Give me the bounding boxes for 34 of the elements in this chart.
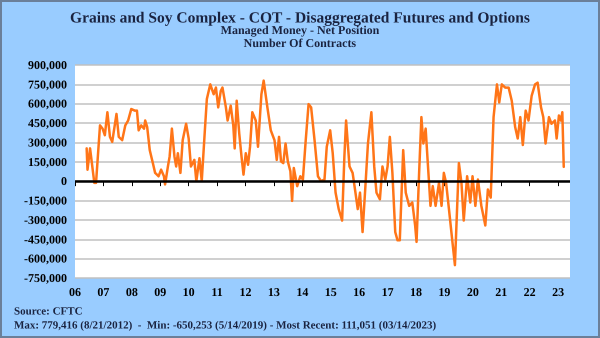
x-tick-label: 11 xyxy=(211,285,223,299)
x-tick-label: 06 xyxy=(69,285,81,299)
line-series xyxy=(85,79,565,266)
x-tick-label: 13 xyxy=(268,285,280,299)
x-tick-label: 23 xyxy=(552,285,564,299)
y-tick-label: 900,000 xyxy=(28,58,67,72)
y-tick-label: -750,000 xyxy=(24,271,67,285)
x-tick-label: 20 xyxy=(466,285,479,299)
x-tick-label: 14 xyxy=(296,285,308,299)
x-tick-label: 12 xyxy=(239,285,252,299)
x-tick-label: 22 xyxy=(524,285,536,299)
x-tick-label: 19 xyxy=(438,285,450,299)
y-tick-label: -300,000 xyxy=(24,212,67,227)
y-tick-label: 600,000 xyxy=(28,96,67,111)
text: Max: 779,416 (8/21/2012) - Min: -650,253 (5/14/2019) - Most Recent: 111,051 (03/14/2023) xyxy=(14,320,437,332)
x-tick-label: 07 xyxy=(97,285,110,299)
x-tick-label: 08 xyxy=(126,285,138,299)
x-tick-label: 21 xyxy=(495,285,508,299)
x-tick-label: 15 xyxy=(324,285,337,299)
chart-title: Grains and Soy Complex - COT - Disaggregated Futures and Options xyxy=(70,10,530,26)
x-tick-label: 09 xyxy=(154,285,166,299)
y-tick-label: -450,000 xyxy=(24,232,67,246)
x-tick-label: 10 xyxy=(182,285,195,299)
y-tick-label: -150,000 xyxy=(24,194,67,208)
y-tick-label: 450,000 xyxy=(28,116,67,130)
x-tick-label: 17 xyxy=(382,285,394,299)
y-tick-label: 750,000 xyxy=(28,77,67,92)
source-note: Source: CFTC xyxy=(14,306,83,318)
x-tick-label: 18 xyxy=(410,285,422,299)
y-tick-label: 0 xyxy=(61,174,67,188)
x-tick-label: 16 xyxy=(353,285,366,299)
y-tick-label: -600,000 xyxy=(24,252,67,266)
y-tick-label: 300,000 xyxy=(28,135,67,150)
y-tick-label: 150,000 xyxy=(28,154,67,169)
